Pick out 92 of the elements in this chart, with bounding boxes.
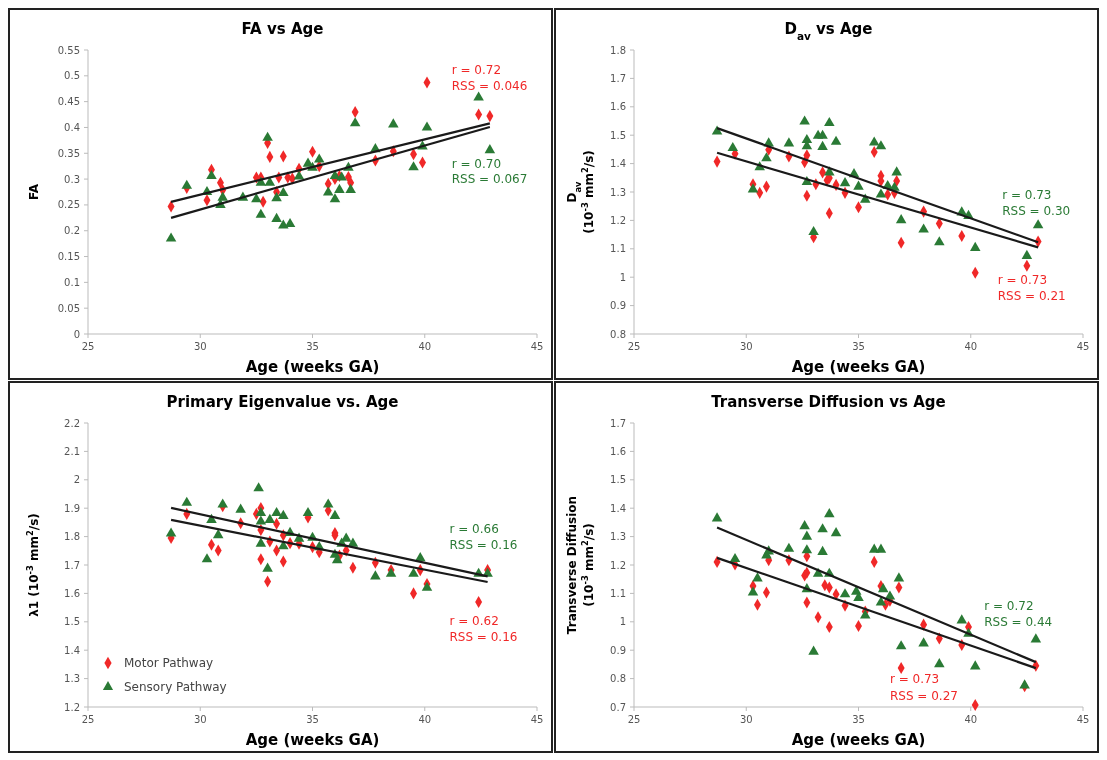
x-tick-label: 25 <box>627 714 641 725</box>
annotation: r = 0.72 <box>984 598 1034 613</box>
chart-title: Transverse Diffusion vs Age <box>711 393 946 411</box>
y-tick-label: 1 <box>619 271 626 283</box>
y-tick-label: 0.05 <box>57 302 80 314</box>
annotation: RSS = 0.067 <box>451 172 528 187</box>
y-tick-label: 1.2 <box>610 214 626 226</box>
y-tick-label: 1.7 <box>64 559 80 571</box>
y-tick-label: 1.6 <box>64 587 80 599</box>
x-tick-label: 30 <box>739 341 753 352</box>
x-tick-label: 35 <box>852 341 865 352</box>
y-tick-label: 0.55 <box>57 44 80 56</box>
y-tick-label: 0.9 <box>610 644 626 656</box>
y-tick-label: 1.9 <box>64 502 80 514</box>
y-tick-label: 1.1 <box>610 243 626 255</box>
legend-label: Sensory Pathway <box>124 680 227 695</box>
annotation: RSS = 0.21 <box>997 288 1066 303</box>
chart-title: D$_{av}$ vs Age <box>784 20 873 42</box>
y-tick-label: 0.7 <box>610 701 626 713</box>
y-tick-label: 2.2 <box>64 417 80 429</box>
y-tick-label: 1.3 <box>610 186 626 198</box>
y-tick-label: 0.3 <box>64 173 80 185</box>
y-tick-label: 0.25 <box>57 199 80 211</box>
x-tick-label: 30 <box>193 714 207 725</box>
y-tick-label: 1.6 <box>610 101 626 113</box>
annotation: r = 0.73 <box>1002 188 1052 203</box>
y-tick-label: 0.8 <box>610 673 626 685</box>
x-tick-label: 25 <box>81 341 95 352</box>
annotation: r = 0.73 <box>997 273 1048 288</box>
y-tick-label: 1.7 <box>610 72 626 84</box>
x-axis-title: Age (weeks GA) <box>791 358 926 376</box>
y-tick-label: 2 <box>73 474 80 486</box>
y-tick-label: 0.9 <box>610 300 626 312</box>
y-tick-label: 1.3 <box>610 531 626 543</box>
x-tick-label: 45 <box>1076 714 1090 725</box>
y-tick-label: 1.8 <box>64 531 80 543</box>
y-tick-label: 2.1 <box>64 445 80 457</box>
y-tick-label: 1.2 <box>64 701 80 713</box>
x-axis-title: Age (weeks GA) <box>791 731 926 749</box>
x-tick-label: 40 <box>964 714 978 725</box>
y-tick-label: 1.5 <box>610 129 626 141</box>
y-tick-label: 1.8 <box>610 44 626 56</box>
x-tick-label: 40 <box>418 714 432 725</box>
x-tick-label: 25 <box>81 714 95 725</box>
x-tick-label: 40 <box>418 341 432 352</box>
annotation: RSS = 0.44 <box>984 615 1053 629</box>
x-tick-label: 40 <box>964 341 978 352</box>
y-tick-label: 1.5 <box>610 474 626 486</box>
annotation: RSS = 0.30 <box>1002 203 1071 218</box>
y-tick-label: 0.2 <box>64 225 80 237</box>
y-tick-label: 0.35 <box>57 147 80 159</box>
x-tick-label: 30 <box>739 714 753 725</box>
annotation: r = 0.72 <box>451 63 502 78</box>
y-tick-label: 1.7 <box>610 417 626 429</box>
annotation: r = 0.73 <box>889 671 940 686</box>
y-tick-label: 0.45 <box>57 96 80 108</box>
x-tick-label: 35 <box>306 341 319 352</box>
x-axis-title: Age (weeks GA) <box>245 731 380 749</box>
y-axis-title: FA <box>27 183 41 201</box>
y-tick-label: 1.3 <box>64 673 80 685</box>
annotation: RSS = 0.27 <box>889 688 958 703</box>
y-tick-label: 1.1 <box>610 587 626 599</box>
chart-title: FA vs Age <box>241 20 324 38</box>
annotation: RSS = 0.16 <box>449 629 518 644</box>
annotation: RSS = 0.046 <box>451 78 528 93</box>
annotation: r = 0.70 <box>451 156 502 171</box>
x-tick-label: 35 <box>852 714 865 725</box>
x-tick-label: 35 <box>306 714 319 725</box>
y-tick-label: 1.5 <box>64 616 80 628</box>
x-tick-label: 45 <box>530 714 544 725</box>
y-tick-label: 1.6 <box>610 445 626 457</box>
y-tick-label: 1.4 <box>610 158 626 170</box>
y-tick-label: 1.4 <box>64 644 80 656</box>
legend-label: Motor Pathway <box>124 656 214 671</box>
y-tick-label: 0.5 <box>64 70 80 82</box>
y-tick-label: 1.2 <box>610 559 626 571</box>
y-tick-label: 0.15 <box>57 251 80 263</box>
y-tick-label: 0 <box>73 328 80 340</box>
x-tick-label: 45 <box>1076 341 1090 352</box>
y-tick-label: 1.4 <box>610 502 626 514</box>
annotation: RSS = 0.16 <box>449 538 518 553</box>
y-tick-label: 0.4 <box>64 121 80 133</box>
annotation: r = 0.66 <box>449 522 499 537</box>
x-tick-label: 45 <box>530 341 544 352</box>
annotation: r = 0.62 <box>449 613 499 628</box>
y-tick-label: 0.1 <box>64 276 80 288</box>
x-axis-title: Age (weeks GA) <box>245 358 380 376</box>
chart-title: Primary Eigenvalue vs. Age <box>166 393 399 411</box>
y-tick-label: 0.8 <box>610 328 626 340</box>
y-tick-label: 1 <box>619 616 626 628</box>
x-tick-label: 25 <box>627 341 641 352</box>
x-tick-label: 30 <box>193 341 207 352</box>
